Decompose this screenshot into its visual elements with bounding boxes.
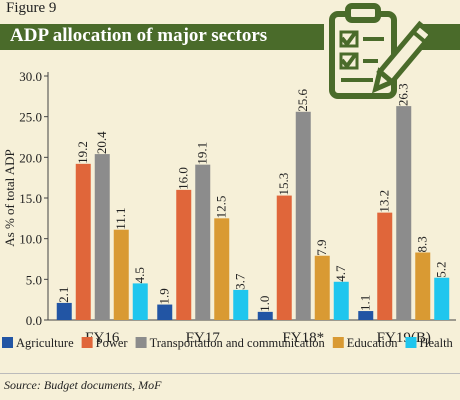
bar-value-label: 4.7 [333,265,348,282]
bar-value-label: 11.1 [113,207,128,229]
x-tick-label: FY16 [85,330,120,346]
y-tick-label: 10.0 [19,232,42,247]
bar-value-label: 19.2 [75,141,90,164]
bar-value-label: 16.0 [176,167,191,190]
y-axis-label: As % of total ADP [2,149,17,247]
legend-swatch [405,337,417,348]
bar-value-label: 19.1 [195,142,210,165]
bar-value-label: 1.9 [157,288,172,304]
bar [257,311,273,320]
bar [176,189,192,320]
bar-value-label: 26.3 [396,83,411,106]
divider [0,373,460,374]
legend-label: Health [419,336,453,350]
bar [233,289,249,320]
bar-value-label: 5.2 [434,261,449,277]
legend-label: Education [347,336,398,350]
bar [56,302,72,320]
x-tick-label: FY17 [186,330,221,346]
y-tick-label: 15.0 [19,191,42,206]
x-tick-label: FY19(B) [377,330,431,346]
bar [195,164,211,320]
y-tick-label: 5.0 [26,272,42,287]
bar [276,195,292,320]
bar [396,106,412,321]
bar-value-label: 1.0 [257,296,272,312]
legend-swatch [2,337,13,348]
y-tick-label: 0.0 [26,313,42,328]
bar [75,163,91,320]
legend-label: Power [96,336,129,350]
bar [94,154,110,320]
bar-value-label: 15.3 [276,173,291,196]
legend-label: Agriculture [16,336,74,350]
legend-swatch [81,337,93,348]
chart-title: ADP allocation of major sectors [10,25,268,46]
bar-value-label: 12.5 [214,196,229,219]
source-note: Source: Budget documents, MoF [4,378,162,392]
bar [132,283,148,320]
bar-value-label: 7.9 [314,239,329,255]
legend-swatch [135,337,147,348]
bar [295,111,311,320]
bar-value-label: 3.7 [233,273,248,290]
bar [358,311,374,320]
x-tick-label: FY18* [282,330,324,346]
bar [113,229,129,320]
chart-legend: Agriculture Power Transportation and commu… [2,336,454,350]
bar [214,218,230,320]
bar-value-label: 2.1 [56,287,71,303]
bar [434,277,450,320]
bar [157,304,173,320]
bar [377,212,393,320]
bar-value-label: 8.3 [415,236,430,252]
bar-value-label: 20.4 [94,131,109,154]
y-tick-label: 20.0 [19,150,42,165]
y-tick-label: 25.0 [19,110,42,125]
bar-value-label: 1.1 [358,295,373,311]
legend-label: Transportation and communication [150,336,326,350]
bar [333,281,349,320]
bar [314,255,330,320]
bar-chart: 0.0 5.0 10.0 15.0 20.0 25.0 30.0 As % of total … [2,69,456,350]
bar-value-label: 13.2 [377,190,392,213]
clipboard-checklist-icon [324,3,428,104]
legend-swatch [332,337,344,348]
figure-label: Figure 9 [6,0,57,16]
y-tick-label: 30.0 [19,69,42,84]
bar [415,252,431,320]
bar-value-label: 25.6 [295,89,310,112]
chart-bars: 2.1 19.2 20.4 11.1 4.5 1.9 16.0 19.1 12.5 3.7 1.0 1… [56,83,450,321]
bar-value-label: 4.5 [132,267,147,283]
